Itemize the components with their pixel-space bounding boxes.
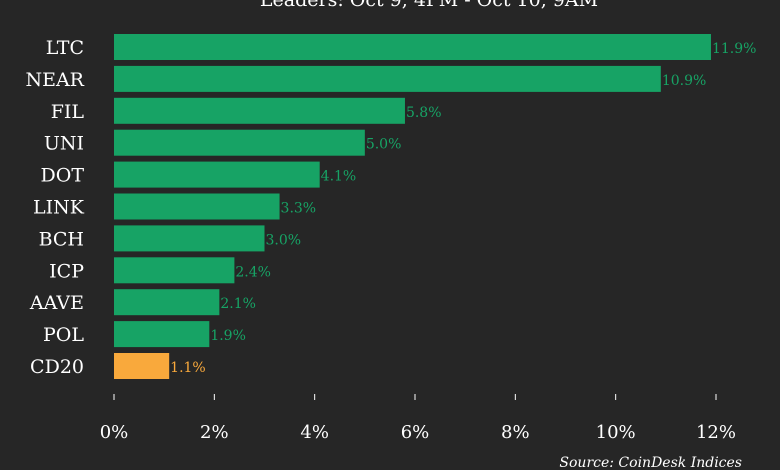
bar-dot [114, 161, 320, 188]
value-label-link: 3.3% [281, 201, 317, 217]
x-tick-label-8: 8% [501, 422, 530, 443]
bars-group [114, 34, 711, 379]
bar-ltc [114, 34, 711, 60]
value-label-dot: 4.1% [321, 169, 357, 185]
value-label-aave: 2.1% [220, 296, 256, 312]
value-label-near: 10.9% [662, 73, 706, 89]
value-label-cd20: 1.1% [170, 360, 206, 376]
category-label-near: NEAR [25, 69, 84, 91]
x-tick-label-6: 6% [401, 422, 430, 443]
bar-pol [114, 321, 210, 348]
value-label-ltc: 11.9% [712, 41, 756, 57]
source-note: Source: CoinDesk Indices [559, 455, 742, 470]
category-label-cd20: CD20 [30, 356, 84, 378]
value-label-pol: 1.9% [210, 328, 246, 344]
x-tick-label-4: 4% [300, 422, 329, 443]
value-label-fil: 5.8% [406, 105, 442, 121]
category-label-aave: AAVE [29, 292, 84, 314]
bar-icp [114, 257, 235, 284]
value-labels: 11.9% 10.9% 5.8%5.0% 4.1%3.3% 3.0% 2.4% 2.1% 1.… [170, 41, 756, 376]
category-label-icp: ICP [49, 260, 84, 282]
category-label-pol: POL [43, 324, 84, 346]
bar-near [114, 65, 661, 92]
category-label-dot: DOT [41, 165, 85, 187]
category-labels: LTC NEAR FIL UNI DOT LINK BCH ICP AAVE POL CD20 [25, 37, 84, 378]
bar-fil [114, 97, 405, 124]
x-axis: 0% 2% 4% 6% 8% 10% 12% [100, 394, 736, 443]
value-label-uni: 5.0% [366, 137, 402, 153]
value-label-icp: 2.4% [235, 264, 271, 280]
x-tick-label-12: 12% [696, 422, 736, 443]
bar-aave [114, 289, 220, 316]
category-label-uni: UNI [44, 133, 84, 155]
bar-bch [114, 225, 265, 252]
x-tick-label-10: 10% [596, 422, 636, 443]
value-label-bch: 3.0% [266, 232, 302, 248]
bar-uni [114, 129, 365, 156]
category-label-fil: FIL [51, 101, 85, 123]
category-label-link: LINK [33, 197, 85, 219]
category-label-bch: BCH [39, 228, 84, 250]
x-tick-label-2: 2% [200, 422, 229, 443]
bar-link [114, 193, 280, 220]
bar-cd20 [114, 353, 170, 379]
x-tick-label-0: 0% [100, 422, 129, 443]
category-label-ltc: LTC [46, 37, 84, 59]
chart-title: Leaders: Oct 9, 4PM - Oct 10, 9AM [260, 0, 598, 11]
